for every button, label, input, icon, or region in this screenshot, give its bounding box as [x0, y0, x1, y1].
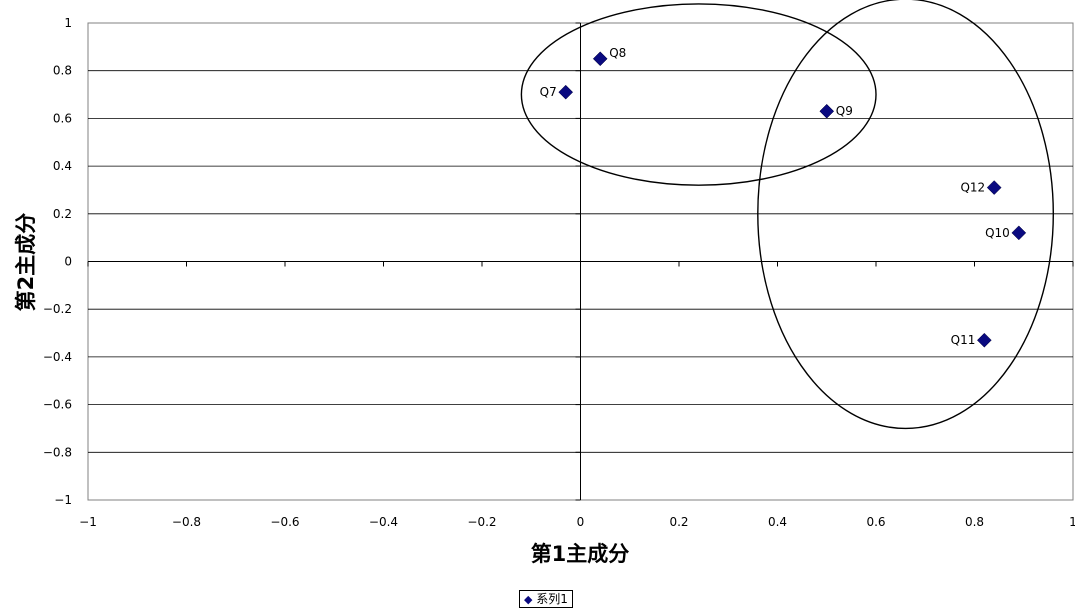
y-tick-label: −0.6 — [43, 398, 72, 412]
y-tick-label: 0.8 — [53, 64, 72, 78]
data-label: Q12 — [960, 181, 985, 195]
x-tick-labels: −1 −0.8 −0.6 −0.4 −0.2 0 0.2 0.4 0.6 0.8 1 — [79, 515, 1075, 529]
legend-series-label: 系列1 — [536, 592, 568, 606]
y-tick-label: 0.2 — [53, 207, 72, 221]
data-point — [976, 332, 992, 348]
y-tick-label: 0 — [64, 255, 72, 269]
y-tick-label: −1 — [54, 493, 72, 507]
data-label: Q10 — [985, 226, 1010, 240]
data-label: Q9 — [836, 104, 853, 118]
data-point — [592, 51, 608, 67]
y-tick-label: −0.2 — [43, 302, 72, 316]
data-point — [1011, 225, 1027, 241]
x-tick-label: −0.8 — [172, 515, 201, 529]
data-label: Q7 — [540, 85, 557, 99]
data-point — [819, 103, 835, 119]
x-tick-label: 0.6 — [866, 515, 885, 529]
data-point — [986, 180, 1002, 195]
cluster-ellipse — [757, 0, 1054, 430]
x-tick-label: 0.4 — [768, 515, 787, 529]
zero-axes — [87, 22, 1074, 501]
y-axis-title: 第2主成分 — [14, 213, 38, 312]
legend: ◆ 系列1 — [519, 590, 573, 608]
y-tick-label: −0.8 — [43, 445, 72, 459]
data-points: Q7 Q8 Q9 Q10 Q11 Q12 — [540, 46, 1027, 348]
x-tick-label: 1 — [1069, 515, 1075, 529]
y-tick-label: −0.4 — [43, 350, 72, 364]
data-label: Q11 — [951, 333, 976, 347]
y-tick-label: 0.6 — [53, 111, 72, 125]
x-tick-label: 0.2 — [669, 515, 688, 529]
x-tick-label: −0.6 — [270, 515, 299, 529]
x-tick-label: 0 — [577, 515, 585, 529]
x-tick-label: −0.4 — [369, 515, 398, 529]
x-tick-label: −0.2 — [467, 515, 496, 529]
cluster-ellipses — [520, 0, 1054, 430]
y-tick-label: 1 — [64, 16, 72, 30]
x-tick-label: 0.8 — [965, 515, 984, 529]
y-tick-label: 0.4 — [53, 159, 72, 173]
data-point — [558, 84, 574, 100]
x-axis-title: 第1主成分 — [531, 542, 630, 566]
data-label: Q8 — [609, 46, 626, 60]
cluster-ellipse — [520, 3, 877, 186]
diamond-marker-icon: ◆ — [524, 593, 533, 606]
y-tick-labels: −1 −0.8 −0.6 −0.4 −0.2 0 0.2 0.4 0.6 0.8 1 — [43, 16, 72, 507]
x-tick-label: −1 — [79, 515, 97, 529]
